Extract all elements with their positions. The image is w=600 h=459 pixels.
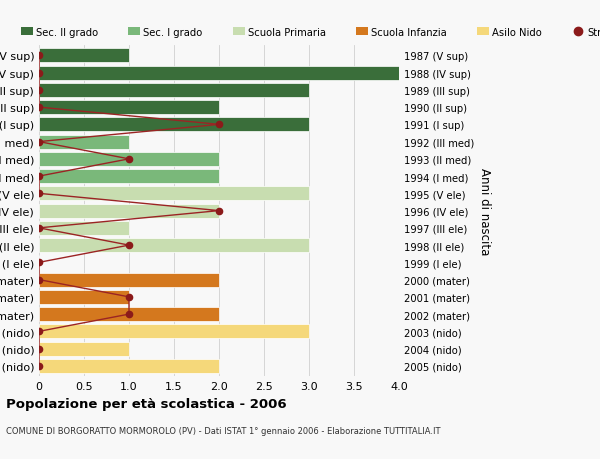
Bar	[39, 49, 129, 63]
Text: Popolazione per età scolastica - 2006: Popolazione per età scolastica - 2006	[6, 397, 287, 410]
Bar	[39, 67, 399, 80]
Bar	[39, 204, 219, 218]
Bar	[39, 135, 129, 149]
Bar	[39, 290, 129, 304]
Bar	[39, 101, 219, 115]
Bar	[39, 152, 219, 167]
Bar	[39, 170, 219, 184]
Bar	[39, 325, 309, 339]
Bar	[39, 118, 309, 132]
Bar	[39, 308, 219, 321]
Bar	[39, 84, 309, 98]
Y-axis label: Anni di nascita: Anni di nascita	[478, 168, 491, 255]
Text: COMUNE DI BORGORATTO MORMOROLO (PV) - Dati ISTAT 1° gennaio 2006 - Elaborazione : COMUNE DI BORGORATTO MORMOROLO (PV) - Da…	[6, 426, 440, 435]
Bar	[39, 239, 309, 252]
Bar	[39, 342, 129, 356]
Bar	[39, 273, 219, 287]
Legend: Sec. II grado, Sec. I grado, Scuola Primaria, Scuola Infanzia, Asilo Nido, Stran: Sec. II grado, Sec. I grado, Scuola Prim…	[20, 28, 600, 38]
Bar	[39, 221, 129, 235]
Bar	[39, 359, 219, 373]
Bar	[39, 187, 309, 201]
